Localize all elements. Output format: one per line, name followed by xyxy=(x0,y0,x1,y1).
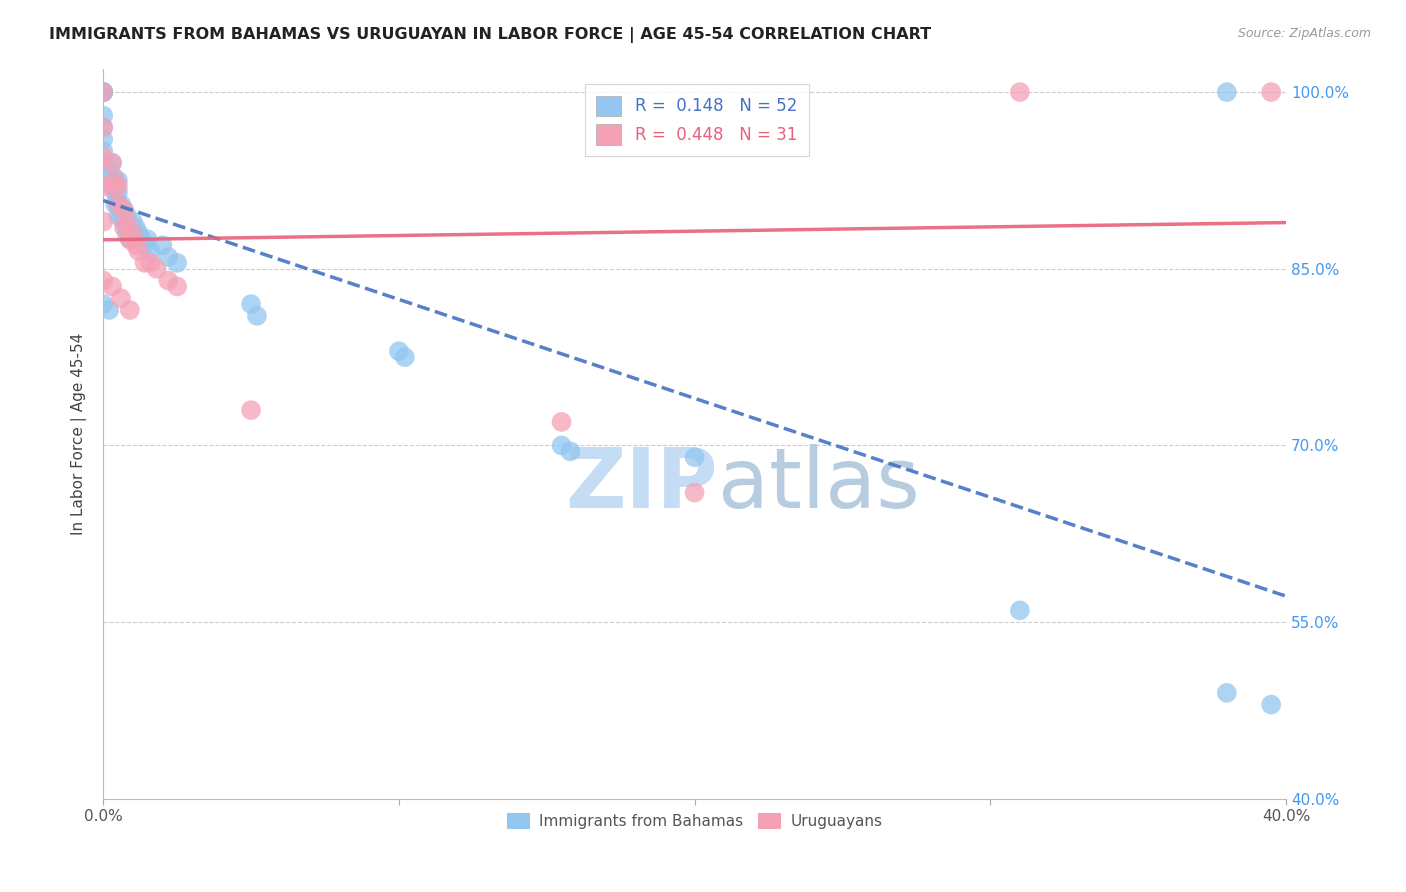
Point xyxy=(121,227,143,241)
Text: ZIP: ZIP xyxy=(565,444,718,525)
Point xyxy=(91,85,114,99)
Point xyxy=(1008,603,1031,617)
Point xyxy=(91,85,114,99)
Point xyxy=(246,309,269,323)
Point xyxy=(91,109,114,123)
Point xyxy=(107,173,129,187)
Point xyxy=(115,227,138,241)
Point xyxy=(101,168,124,182)
Point xyxy=(107,197,129,211)
Point xyxy=(104,173,127,187)
Point xyxy=(131,232,153,246)
Point xyxy=(101,179,124,194)
Point xyxy=(91,274,114,288)
Point xyxy=(240,297,263,311)
Point xyxy=(157,274,180,288)
Point xyxy=(118,303,141,318)
Point xyxy=(91,179,114,194)
Point xyxy=(110,209,132,223)
Point xyxy=(394,350,416,364)
Text: IMMIGRANTS FROM BAHAMAS VS URUGUAYAN IN LABOR FORCE | AGE 45-54 CORRELATION CHAR: IMMIGRANTS FROM BAHAMAS VS URUGUAYAN IN … xyxy=(49,27,931,43)
Point xyxy=(104,197,127,211)
Point xyxy=(118,232,141,246)
Y-axis label: In Labor Force | Age 45-54: In Labor Force | Age 45-54 xyxy=(72,333,87,535)
Point xyxy=(110,197,132,211)
Point xyxy=(145,261,167,276)
Point xyxy=(91,155,114,169)
Point xyxy=(1216,85,1239,99)
Point xyxy=(128,244,150,258)
Point xyxy=(98,303,121,318)
Point xyxy=(125,220,148,235)
Point xyxy=(166,279,188,293)
Text: atlas: atlas xyxy=(718,444,920,525)
Point xyxy=(91,85,114,99)
Point xyxy=(1216,686,1239,700)
Point xyxy=(139,244,162,258)
Point xyxy=(118,232,141,246)
Point xyxy=(115,214,138,228)
Point xyxy=(91,120,114,135)
Point xyxy=(1260,698,1282,712)
Point xyxy=(91,144,114,158)
Point xyxy=(112,214,135,228)
Point xyxy=(1260,85,1282,99)
Point xyxy=(166,256,188,270)
Point xyxy=(683,450,706,465)
Point xyxy=(91,85,114,99)
Point xyxy=(134,238,156,252)
Point xyxy=(112,202,135,217)
Point xyxy=(101,155,124,169)
Point xyxy=(683,485,706,500)
Point xyxy=(128,227,150,241)
Point xyxy=(560,444,582,458)
Point xyxy=(104,173,127,187)
Point xyxy=(104,185,127,199)
Point xyxy=(91,120,114,135)
Point xyxy=(550,415,572,429)
Point xyxy=(91,168,114,182)
Point xyxy=(107,209,129,223)
Text: Source: ZipAtlas.com: Source: ZipAtlas.com xyxy=(1237,27,1371,40)
Point xyxy=(136,232,159,246)
Point xyxy=(134,256,156,270)
Point xyxy=(1008,85,1031,99)
Point xyxy=(139,256,162,270)
Point xyxy=(91,297,114,311)
Point xyxy=(110,291,132,305)
Point xyxy=(91,214,114,228)
Point xyxy=(121,227,143,241)
Point xyxy=(150,238,173,252)
Point xyxy=(91,132,114,146)
Point xyxy=(101,279,124,293)
Point xyxy=(125,238,148,252)
Point xyxy=(115,220,138,235)
Point xyxy=(107,197,129,211)
Point xyxy=(240,403,263,417)
Point xyxy=(157,250,180,264)
Point xyxy=(107,185,129,199)
Point xyxy=(91,150,114,164)
Point xyxy=(550,438,572,452)
Legend: Immigrants from Bahamas, Uruguayans: Immigrants from Bahamas, Uruguayans xyxy=(501,806,889,835)
Point xyxy=(115,209,138,223)
Point xyxy=(121,214,143,228)
Point xyxy=(388,344,411,359)
Point xyxy=(91,85,114,99)
Point xyxy=(112,202,135,217)
Point xyxy=(101,155,124,169)
Point xyxy=(101,179,124,194)
Point xyxy=(112,220,135,235)
Point xyxy=(107,179,129,194)
